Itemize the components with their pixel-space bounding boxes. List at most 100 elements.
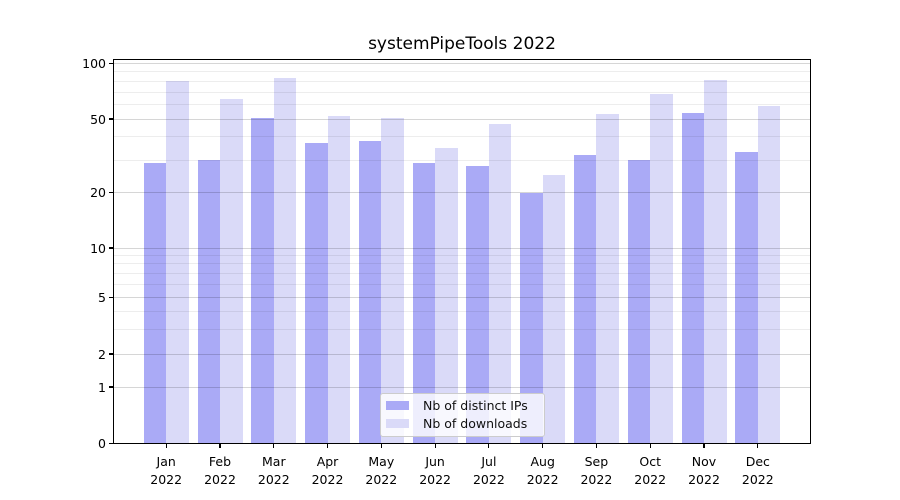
y-tick-mark [108, 353, 113, 355]
y-tick-label: 1 [98, 379, 106, 395]
bar-downloads-feb [220, 99, 243, 444]
bar-distinct-ips-dec [735, 152, 758, 444]
y-tick-mark [108, 191, 113, 194]
x-tick-label-jan: Jan 2022 [136, 453, 196, 489]
x-tick-mark [326, 444, 329, 449]
x-tick-label-jun: Jun 2022 [405, 453, 465, 489]
bar-downloads-nov [704, 80, 727, 444]
x-tick-mark [757, 444, 759, 449]
gridline-major [114, 297, 810, 298]
x-tick-label-month: Sep [584, 454, 609, 469]
x-tick-label-year: 2022 [365, 472, 398, 487]
y-tick-label: 20 [90, 185, 106, 200]
x-tick-label-month: Jan [156, 454, 176, 469]
x-tick-label-jul: Jul 2022 [459, 453, 519, 489]
x-tick-mark [703, 444, 705, 449]
x-tick-label-feb: Feb 2022 [190, 453, 250, 489]
x-tick-mark [219, 444, 221, 449]
bar-downloads-jan [166, 81, 189, 444]
x-tick-label-month: Apr [316, 454, 339, 469]
x-tick-label-year: 2022 [634, 472, 667, 487]
x-tick-label-may: May 2022 [351, 453, 411, 489]
y-tick-mark [108, 442, 113, 445]
gridline-minor [114, 328, 810, 330]
x-tick-label-month: Oct [639, 454, 661, 469]
x-tick-label-oct: Oct 2022 [620, 453, 680, 489]
gridline-major [114, 353, 810, 355]
gridline-minor [114, 91, 810, 93]
gridline-minor [114, 284, 810, 285]
x-tick-label-year: 2022 [419, 472, 451, 487]
y-tick-mark [108, 118, 113, 120]
x-tick-mark [434, 444, 436, 449]
x-tick-label-year: 2022 [150, 472, 183, 487]
x-tick-mark [380, 444, 382, 449]
x-tick-label-month: Dec [745, 454, 770, 469]
legend-item-distinct-ips: Nb of distinct IPs [386, 397, 536, 415]
bar-distinct-ips-mar [251, 117, 274, 444]
x-tick-mark [165, 444, 167, 449]
y-tick-label: 100 [82, 56, 106, 71]
gridline-major [114, 247, 810, 249]
gridline-major [114, 63, 810, 64]
bar-distinct-ips-jan [143, 162, 167, 444]
gridline-minor [114, 71, 810, 73]
bar-downloads-oct [650, 94, 673, 444]
y-tick-mark [108, 296, 113, 299]
gridline-major [114, 118, 810, 120]
bar-downloads-apr [327, 115, 350, 444]
bar-distinct-ips-feb [197, 160, 220, 444]
gridline-major [114, 386, 810, 388]
x-tick-label-year: 2022 [526, 472, 559, 487]
x-tick-label-month: Jul [481, 454, 497, 469]
bar-downloads-mar [273, 77, 297, 444]
x-tick-mark [595, 444, 597, 449]
bar-distinct-ips-nov [681, 112, 704, 444]
y-tick-mark [108, 386, 113, 388]
bar-distinct-ips-may [358, 141, 382, 444]
x-tick-label-sep: Sep 2022 [566, 453, 626, 489]
x-tick-mark [649, 444, 651, 449]
x-tick-label-month: May [368, 454, 395, 469]
gridline-minor [114, 103, 810, 105]
x-tick-label-year: 2022 [580, 472, 613, 487]
y-tick-mark [108, 247, 113, 249]
bar-distinct-ips-apr [305, 143, 328, 444]
x-tick-label-nov: Nov 2022 [674, 453, 734, 489]
bar-distinct-ips-sep [573, 154, 597, 444]
x-tick-mark [542, 444, 544, 449]
legend-item-downloads: Nb of downloads [386, 415, 536, 433]
x-tick-label-year: 2022 [257, 472, 290, 487]
x-tick-label-year: 2022 [741, 472, 774, 487]
gridline-minor [114, 80, 810, 82]
x-tick-label-mar: Mar 2022 [244, 453, 304, 489]
gridline-minor [114, 273, 810, 274]
x-tick-label-month: Aug [530, 454, 555, 469]
y-tick-label: 10 [90, 240, 106, 256]
y-tick-label: 5 [98, 290, 106, 305]
x-tick-label-dec: Dec 2022 [728, 453, 788, 489]
legend-label-distinct-ips: Nb of distinct IPs [423, 398, 528, 413]
y-tick-label: 50 [90, 111, 106, 127]
bar-distinct-ips-oct [627, 160, 651, 444]
y-tick-mark [108, 62, 113, 65]
x-tick-label-apr: Apr 2022 [298, 453, 358, 489]
gridline-minor [114, 310, 810, 312]
axes-frame [113, 59, 811, 444]
gridline-minor [114, 159, 810, 161]
legend-label-downloads: Nb of downloads [423, 416, 528, 431]
gridline-minor [114, 263, 810, 265]
bar-downloads-aug [542, 174, 566, 444]
gridline-minor [114, 136, 810, 138]
x-tick-label-year: 2022 [688, 472, 720, 487]
x-tick-label-month: Nov [691, 454, 717, 469]
x-tick-label-month: Feb [208, 454, 232, 469]
chart-title: systemPipeTools 2022 [368, 34, 556, 54]
gridline-minor [114, 255, 810, 256]
gridline-major [114, 192, 810, 193]
y-tick-label: 2 [98, 346, 106, 362]
x-tick-mark [273, 444, 275, 449]
x-tick-label-year: 2022 [472, 472, 505, 487]
legend: Nb of distinct IPs Nb of downloads [380, 392, 545, 437]
